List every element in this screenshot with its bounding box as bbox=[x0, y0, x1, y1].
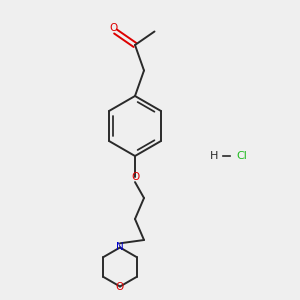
Text: N: N bbox=[116, 242, 124, 253]
Text: H: H bbox=[210, 151, 219, 161]
Text: Cl: Cl bbox=[236, 151, 247, 161]
Text: O: O bbox=[109, 23, 117, 33]
Text: O: O bbox=[131, 172, 139, 182]
Text: O: O bbox=[116, 281, 124, 292]
